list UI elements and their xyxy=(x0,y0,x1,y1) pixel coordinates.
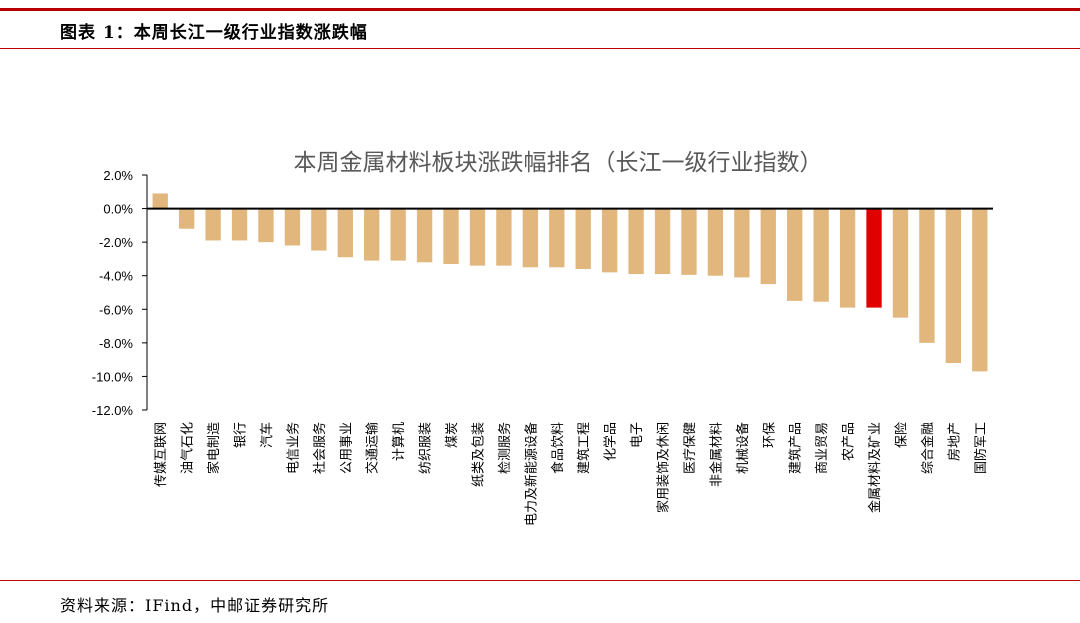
y-tick-label: 0.0% xyxy=(103,202,133,217)
x-tick-label: 煤炭 xyxy=(445,422,460,448)
bar xyxy=(866,208,882,308)
chart-title: 本周金属材料板块涨跌幅排名（长江一级行业指数） xyxy=(294,150,823,176)
title-underline xyxy=(0,48,1080,49)
bar xyxy=(522,208,539,268)
bar xyxy=(892,208,909,318)
bar xyxy=(601,208,618,273)
bar xyxy=(469,208,486,266)
x-tick-label: 机械设备 xyxy=(735,422,751,474)
y-tick-label: -2.0% xyxy=(99,235,133,250)
x-tick-label: 传媒互联网 xyxy=(154,422,169,487)
bar xyxy=(311,208,327,251)
bar xyxy=(760,208,776,285)
bar xyxy=(416,208,433,263)
x-axis: 传媒互联网 油气石化 家电制造 银行 汽车 电信业务 社会服务 公用事业 交通运输 计算机 纺织服装… xyxy=(147,207,993,526)
bar xyxy=(654,208,671,275)
y-tick-label: 2.0% xyxy=(103,168,133,183)
bar xyxy=(681,208,697,275)
bar-chart: 本周金属材料板块涨跌幅排名（长江一级行业指数） 2.0% 0.0% -2.0% -4.… xyxy=(92,150,993,526)
x-tick-label: 房地产 xyxy=(946,422,962,461)
bar xyxy=(231,208,248,241)
bar xyxy=(364,208,380,261)
y-axis: 2.0% 0.0% -2.0% -4.0% -6.0% -8.0% -10.0% -12.0% xyxy=(92,168,148,418)
y-tick-label: -4.0% xyxy=(99,269,133,284)
x-tick-label: 公用事业 xyxy=(339,422,354,474)
bar xyxy=(549,208,565,268)
x-tick-label: 环保 xyxy=(762,422,777,448)
source-note: 资料来源：IFind，中邮证券研究所 xyxy=(60,596,330,615)
y-tick-label: -12.0% xyxy=(92,403,134,418)
x-tick-label: 电子 xyxy=(630,422,645,448)
x-tick-label: 食品饮料 xyxy=(550,422,566,474)
x-tick-label: 交通运输 xyxy=(365,422,381,474)
bar xyxy=(787,208,803,301)
x-tick-label: 建筑工程 xyxy=(576,422,592,474)
y-tick-label: -10.0% xyxy=(92,369,134,384)
x-tick-label: 化学品 xyxy=(603,422,619,461)
y-tick-label: -8.0% xyxy=(99,336,133,351)
top-rule xyxy=(0,8,1080,11)
x-tick-label: 商业贸易 xyxy=(815,422,830,474)
x-tick-label: 建筑产品 xyxy=(788,422,804,474)
bar xyxy=(178,208,195,229)
bars xyxy=(152,193,988,372)
x-tick-label: 家用装饰及休闲 xyxy=(656,422,672,513)
x-tick-label: 电信业务 xyxy=(285,422,301,474)
figure-title: 图表 1：本周长江一级行业指数涨跌幅 xyxy=(60,23,368,43)
x-tick-label: 社会服务 xyxy=(312,422,328,474)
x-tick-label: 国防军工 xyxy=(973,422,989,474)
bar xyxy=(707,208,724,276)
bar xyxy=(839,208,856,308)
bottom-rule xyxy=(0,580,1080,581)
x-tick-label: 电力及新能源设备 xyxy=(523,422,539,526)
bar xyxy=(443,208,459,264)
bar xyxy=(284,208,301,246)
bar xyxy=(972,208,988,372)
x-tick-label: 综合金融 xyxy=(920,422,936,474)
y-tick-label: -6.0% xyxy=(99,302,133,317)
bar xyxy=(945,208,962,363)
bar xyxy=(390,208,406,261)
bar xyxy=(734,208,750,278)
x-tick-label: 检测服务 xyxy=(497,422,513,474)
x-tick-label: 保险 xyxy=(894,422,909,448)
bar xyxy=(496,208,512,266)
x-tick-label: 纺织服装 xyxy=(419,422,434,474)
bar xyxy=(337,208,353,258)
bar xyxy=(628,208,644,275)
bar xyxy=(152,193,168,209)
x-tick-label: 纸类及包装 xyxy=(471,422,486,487)
x-tick-label: 金属材料及矿业 xyxy=(867,422,883,513)
x-tick-label: 非金属材料 xyxy=(708,422,724,487)
bar xyxy=(919,208,935,343)
x-tick-label: 家电制造 xyxy=(206,422,222,474)
x-tick-label: 医疗保健 xyxy=(683,422,698,474)
bar xyxy=(813,208,829,302)
bar xyxy=(575,208,591,269)
x-tick-label: 计算机 xyxy=(392,422,407,461)
x-tick-label: 银行 xyxy=(234,422,249,448)
x-tick-label: 油气石化 xyxy=(180,422,196,474)
bar xyxy=(258,208,274,243)
x-tick-label: 农产品 xyxy=(842,422,857,461)
x-tick-label: 汽车 xyxy=(259,422,275,448)
bar xyxy=(205,208,221,241)
